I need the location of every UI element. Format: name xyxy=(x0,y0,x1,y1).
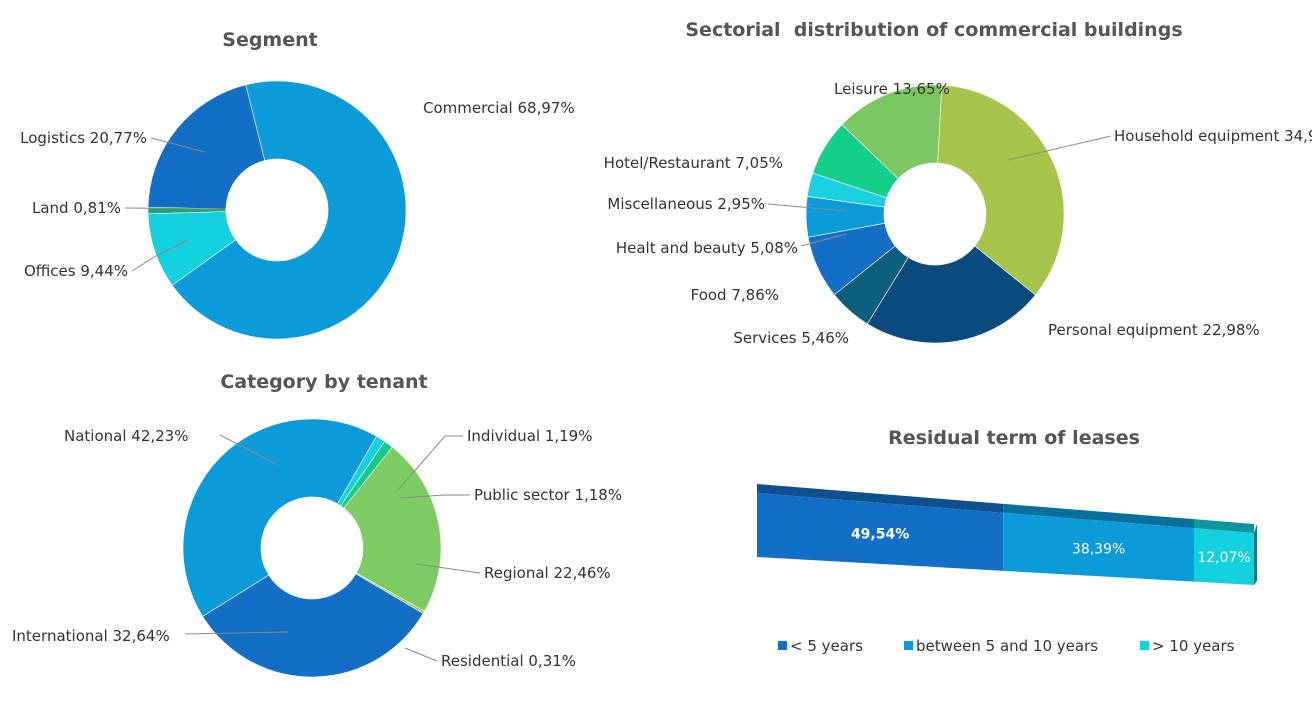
leader-line-land xyxy=(124,207,226,210)
leader-line-healt-and-beauty xyxy=(800,233,847,247)
leader-line-offices xyxy=(131,239,189,272)
leader-line-logistics xyxy=(150,137,206,153)
pie-sectorial: Household equipment 34,98% Personal equip… xyxy=(604,80,1312,347)
leader-line-regional xyxy=(415,563,481,574)
data-label-miscellaneous: Miscellaneous 2,95% xyxy=(607,195,765,213)
slice-household-equipment xyxy=(937,84,1065,296)
chart-title-residual-term: Residual term of leases xyxy=(888,427,1140,449)
data-label-public-sector: Public sector 1,18% xyxy=(474,486,622,504)
bar-residual-term: 49,54% 38,39% 12,07% < 5 years between 5 and… xyxy=(757,484,1257,655)
data-label-personal-equipment: Personal equipment 22,98% xyxy=(1048,321,1260,339)
bar-top-10-years xyxy=(1194,519,1254,533)
data-label-hotel-restaurant: Hotel/Restaurant 7,05% xyxy=(604,154,783,172)
bar-label-between-5-and-10-years: 38,39% xyxy=(1072,541,1125,557)
chart-title-category-by-tenant: Category by tenant xyxy=(220,371,427,393)
chart-title-segment: Segment xyxy=(222,29,317,51)
pie-category-by-tenant: Individual 1,19% Public sector 1,18% Regio… xyxy=(12,418,622,678)
data-label-individual: Individual 1,19% xyxy=(467,427,592,445)
slice-commercial xyxy=(171,80,407,340)
data-label-international: International 32,64% xyxy=(12,627,170,645)
leader-line-household-equipment xyxy=(1007,135,1112,161)
pie-segment: Commercial 68,97% Offices 9,44% Land 0,81%… xyxy=(20,80,575,340)
data-label-healt-and-beauty: Healt and beauty 5,08% xyxy=(616,239,798,257)
slice-international xyxy=(202,573,424,678)
slice-national xyxy=(182,418,377,617)
bar-segment-10-years xyxy=(1194,528,1254,585)
data-label-land: Land 0,81% xyxy=(32,199,121,217)
bar-label-10-years: 12,07% xyxy=(1197,550,1250,566)
bar-top-5-years xyxy=(757,484,1004,513)
legend-label-10-years: > 10 years xyxy=(1152,637,1235,655)
legend-swatch-5-years xyxy=(778,641,787,650)
leader-line-residential xyxy=(404,647,438,662)
bar-segment-5-years xyxy=(757,493,1004,571)
slice-regional xyxy=(343,446,442,612)
data-label-services: Services 5,46% xyxy=(733,329,849,347)
data-label-logistics: Logistics 20,77% xyxy=(20,129,147,147)
legend-label-between-5-and-10-years: between 5 and 10 years xyxy=(916,637,1098,655)
data-label-national: National 42,23% xyxy=(64,427,188,445)
leader-line-international xyxy=(184,631,289,635)
data-label-regional: Regional 22,46% xyxy=(484,564,611,582)
leader-line-miscellaneous xyxy=(767,203,847,212)
bar-label-5-years: 49,54% xyxy=(851,526,909,542)
bar-top-between-5-and-10-years xyxy=(1003,503,1195,529)
slice-leisure xyxy=(841,84,943,180)
data-label-leisure: Leisure 13,65% xyxy=(834,80,950,98)
data-label-commercial: Commercial 68,97% xyxy=(423,99,575,117)
chart-title-sectorial: Sectorial distribution of commercial bui… xyxy=(685,19,1182,41)
bar-segment-between-5-and-10-years xyxy=(1003,512,1195,582)
slice-personal-equipment xyxy=(866,245,1036,344)
leader-line-public-sector xyxy=(399,494,470,499)
data-label-residential: Residential 0,31% xyxy=(441,652,576,670)
bar-end-cap xyxy=(1254,524,1257,585)
slice-logistics xyxy=(147,84,266,210)
data-label-food: Food 7,86% xyxy=(691,286,779,304)
legend-swatch-between-5-and-10-years xyxy=(904,641,913,650)
leader-line-national xyxy=(219,434,279,466)
legend-label-5-years: < 5 years xyxy=(790,637,863,655)
legend-swatch-10-years xyxy=(1140,641,1149,650)
data-label-household-equipment: Household equipment 34,98% xyxy=(1114,127,1312,145)
data-label-offices: Offices 9,44% xyxy=(24,262,128,280)
leader-line-individual xyxy=(397,435,463,491)
